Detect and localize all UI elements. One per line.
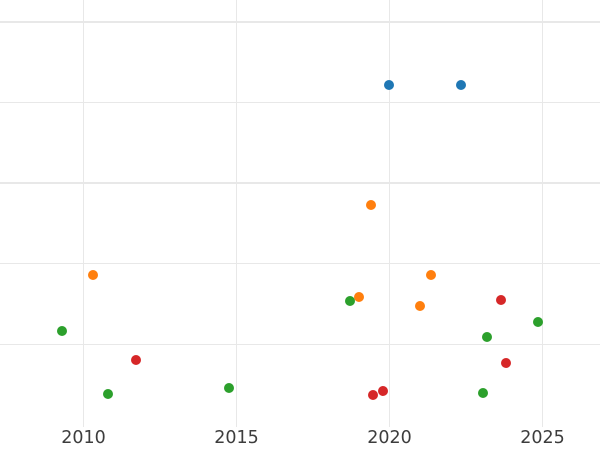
data-point-series-green [532,316,543,327]
y-gridline [0,343,600,346]
data-point-series-orange [366,199,377,210]
x-gridline [235,0,238,427]
data-point-series-blue [384,80,395,91]
data-point-series-red [367,390,378,401]
data-point-series-orange [87,270,98,280]
y-gridline [0,101,600,104]
data-point-series-green [103,389,113,400]
data-point-series-green [477,387,488,398]
x-tick-label: 2015 [214,428,259,448]
x-tick-label: 2025 [520,428,565,448]
x-gridline [541,0,544,427]
data-point-series-green [57,325,68,336]
data-point-series-red [500,357,511,368]
data-point-series-green [344,295,355,306]
data-point-series-red [496,295,507,305]
x-gridline [82,0,85,427]
data-point-series-green [223,382,234,393]
data-point-series-red [378,386,389,397]
data-point-series-green [482,332,493,343]
data-point-series-blue [456,80,467,91]
y-gridline [0,182,600,184]
x-gridline [388,0,391,427]
x-tick-label: 2010 [61,428,106,448]
y-gridline [0,262,600,265]
x-tick-label: 2020 [367,428,412,448]
data-point-series-orange [353,291,364,302]
data-point-series-orange [415,301,426,312]
data-point-series-red [130,354,141,365]
data-point-series-orange [425,270,436,280]
y-gridline [0,21,600,23]
